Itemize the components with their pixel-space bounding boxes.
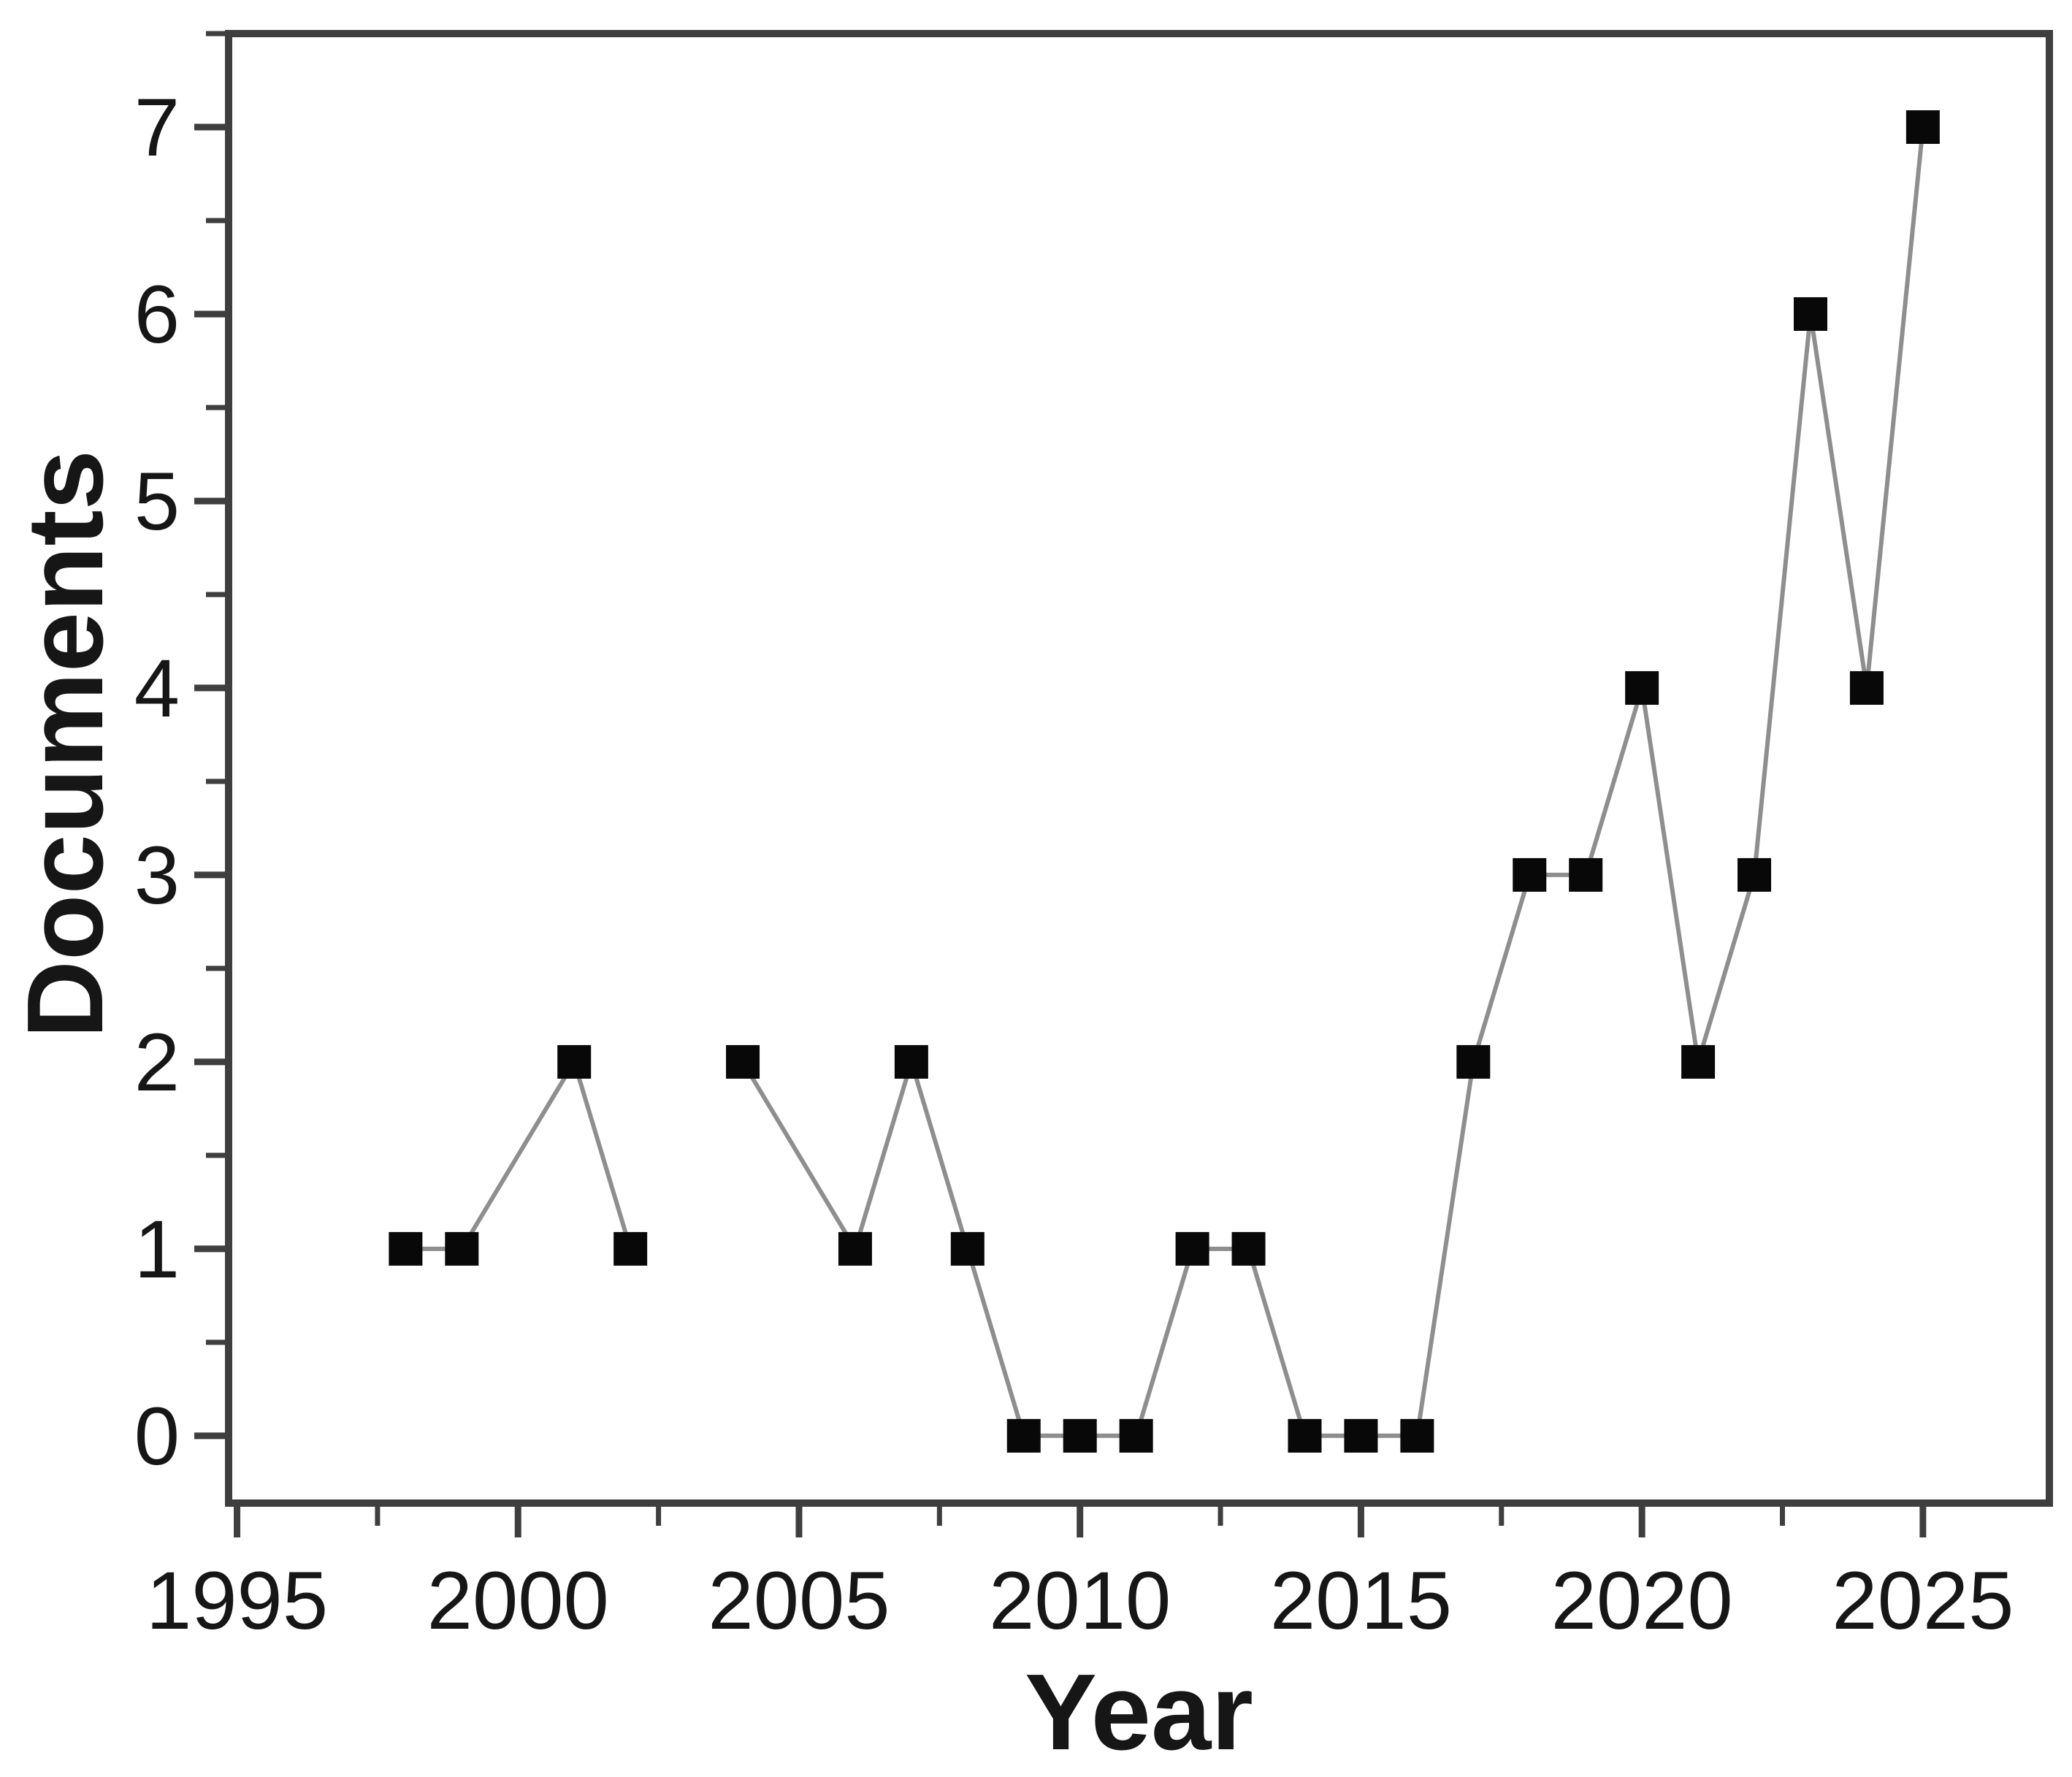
data-point-marker (1175, 1231, 1209, 1266)
data-point-marker (557, 1044, 592, 1079)
axis-ticks (194, 31, 1927, 1537)
data-point-marker (1006, 1418, 1041, 1453)
data-point-marker (1119, 1418, 1153, 1453)
y-axis-tick-label: 7 (134, 82, 180, 173)
y-axis-tick-label: 2 (134, 1017, 180, 1108)
y-axis-tick-label: 0 (134, 1391, 180, 1482)
data-point-marker (950, 1231, 985, 1266)
data-point-marker (1288, 1418, 1322, 1453)
y-axis-title: Documents (5, 450, 126, 1039)
y-axis-tick-label: 1 (134, 1204, 180, 1295)
y-axis-tick-label: 5 (134, 456, 180, 547)
data-point-marker (1738, 857, 1772, 892)
data-point-marker (613, 1231, 648, 1266)
data-point-marker (1513, 857, 1547, 892)
data-point-marker (1231, 1231, 1266, 1266)
y-axis-tick-label: 3 (134, 830, 180, 921)
plot-frame (225, 30, 2053, 1507)
x-axis-tick-label: 2010 (989, 1555, 1171, 1646)
series-markers (389, 110, 1940, 1453)
tick-labels: 0 1 2 3 4 5 6 7 1995 2000 2005 2010 2015 2020 2025 (134, 82, 2014, 1646)
x-axis-title: Year (1025, 1652, 1253, 1773)
data-point-marker (1569, 857, 1603, 892)
data-point-marker (1681, 1044, 1716, 1079)
data-point-marker (1063, 1418, 1097, 1453)
y-axis-tick-label: 4 (134, 643, 180, 734)
data-point-marker (445, 1231, 479, 1266)
x-axis-tick-label: 2005 (708, 1555, 890, 1646)
data-point-marker (1849, 670, 1884, 705)
x-axis-tick-label: 2020 (1551, 1555, 1733, 1646)
data-point-marker (1905, 110, 1940, 144)
x-axis-tick-label: 2000 (427, 1555, 609, 1646)
data-point-marker (1344, 1418, 1378, 1453)
y-axis-tick-label: 6 (134, 269, 180, 360)
data-point-marker (389, 1231, 423, 1266)
data-point-marker (726, 1044, 760, 1079)
data-point-marker (894, 1044, 928, 1079)
data-point-marker (1400, 1418, 1434, 1453)
x-axis-tick-label: 2015 (1270, 1555, 1452, 1646)
x-axis-tick-label: 2025 (1832, 1555, 2014, 1646)
data-point-marker (838, 1231, 872, 1266)
data-point-marker (1625, 670, 1659, 705)
data-point-marker (1793, 297, 1827, 331)
data-point-marker (1456, 1044, 1491, 1079)
x-axis-tick-label: 1995 (146, 1555, 328, 1646)
